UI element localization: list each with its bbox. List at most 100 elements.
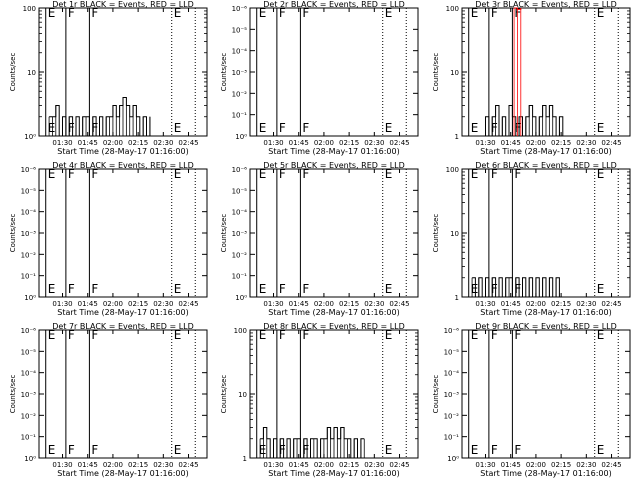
y-tick-label: 10⁻⁶ [444,327,460,335]
chart-title: Det 6r BLACK = Events, RED = LLD [475,161,617,170]
x-tick-label: 02:00 [314,461,334,469]
x-tick-label: 01:45 [289,139,309,147]
marker-label-top: E [259,167,267,181]
chart-title: Det 5r BLACK = Events, RED = LLD [263,161,405,170]
y-tick-label: 10⁻⁵ [21,348,37,356]
marker-label-top: E [48,328,56,342]
x-tick-label: 02:00 [103,461,123,469]
chart-title: Det 1r BLACK = Events, RED = LLD [52,0,194,9]
y-axis-label: Counts/sec [432,53,440,92]
x-tick-label: 02:30 [153,461,173,469]
y-tick-label: 10 [238,391,247,399]
marker-label-bottom: F [68,121,75,135]
y-tick-label: 100 [446,5,459,13]
x-tick-label: 02:30 [576,300,596,308]
marker-label-bottom: F [68,282,75,296]
series-line [472,277,567,298]
chart-title: Det 9r BLACK = Events, RED = LLD [475,322,617,331]
marker-label-bottom: F [91,282,98,296]
y-tick-label: 10⁻² [21,251,37,259]
chart-title: Det 4r BLACK = Events, RED = LLD [52,161,194,170]
x-tick-label: 02:45 [178,461,198,469]
marker-label-top: F [91,167,98,181]
marker-label-top: E [597,328,605,342]
y-tick-label: 10⁻⁴ [21,370,37,378]
x-axis-label: Start Time (28-May-17 01:16:00) [57,469,188,478]
marker-label-top: F [514,328,521,342]
marker-label-top: E [597,6,605,20]
y-tick-label: 10⁻⁴ [232,48,248,56]
y-tick-label: 10⁻¹ [232,112,248,120]
y-tick-label: 10⁻⁵ [232,26,248,34]
marker-label-bottom: E [385,443,393,457]
marker-label-bottom: F [514,121,521,135]
x-tick-label: 02:15 [128,461,148,469]
x-tick-label: 02:00 [526,461,546,469]
marker-label-bottom: F [302,443,309,457]
x-tick-label: 01:30 [52,139,72,147]
marker-label-bottom: E [259,282,267,296]
marker-label-bottom: F [514,282,521,296]
x-axis-label: Start Time (28-May-17 01:16:00) [268,147,399,156]
x-tick-label: 01:30 [263,461,283,469]
y-tick-label: 10⁻⁴ [232,209,248,217]
plot-frame [249,168,419,298]
marker-label-top: F [491,6,498,20]
x-tick-label: 02:15 [551,139,571,147]
marker-label-top: E [385,167,393,181]
y-tick-label: 10⁻³ [21,391,37,399]
y-tick-label: 10⁰ [235,133,247,141]
x-tick-label: 01:30 [475,461,495,469]
marker-label-bottom: E [597,282,605,296]
series-line [482,105,567,137]
x-tick-label: 02:45 [389,139,409,147]
marker-label-top: E [174,6,182,20]
y-tick-label: 10⁻² [21,412,37,420]
panel-det-7r: Det 7r BLACK = Events, RED = LLD 10⁰ 10⁻¹ 1… [9,322,208,478]
marker-label-top: E [174,167,182,181]
marker-label-top: F [491,328,498,342]
x-axis-label: Start Time (28-May-17 01:16:00) [480,469,611,478]
x-tick-label: 02:30 [364,461,384,469]
y-tick-label: 10⁻⁵ [444,348,460,356]
x-tick-label: 02:30 [364,300,384,308]
y-tick-label: 10⁰ [447,455,459,463]
y-axis-label: Counts/sec [220,214,228,253]
x-tick-label: 02:15 [128,300,148,308]
marker-label-top: E [385,328,393,342]
x-tick-label: 02:00 [103,300,123,308]
marker-label-top: F [491,167,498,181]
marker-label-top: E [48,6,56,20]
x-tick-label: 01:30 [475,300,495,308]
marker-label-top: E [385,6,393,20]
y-tick-label: 10⁻² [232,90,248,98]
y-tick-label: 10 [450,69,459,77]
x-tick-label: 02:15 [551,300,571,308]
marker-label-bottom: E [385,121,393,135]
panel-det-1r: Det 1r BLACK = Events, RED = LLD 10⁰ 10 100… [9,0,208,156]
y-axis-label: Counts/sec [220,53,228,92]
x-tick-label: 02:15 [551,461,571,469]
x-tick-label: 02:45 [389,461,409,469]
marker-label-top: E [174,328,182,342]
panel-det-3r: Det 3r BLACK = Events, RED = LLD 1 10 100 01… [432,0,631,156]
y-axis-label: Counts/sec [9,53,17,92]
y-tick-label: 10⁻² [444,412,460,420]
y-tick-label: 10 [27,69,36,77]
x-tick-label: 01:45 [78,461,98,469]
x-tick-label: 01:30 [52,461,72,469]
y-tick-label: 1 [243,455,247,463]
y-axis-label: Counts/sec [9,375,17,414]
marker-label-bottom: F [279,443,286,457]
x-tick-label: 02:30 [576,139,596,147]
marker-label-top: F [279,167,286,181]
x-tick-label: 02:45 [178,300,198,308]
x-tick-label: 01:30 [52,300,72,308]
x-tick-label: 01:45 [501,300,521,308]
marker-label-top: F [68,6,75,20]
marker-label-bottom: E [471,443,479,457]
marker-label-bottom: F [514,443,521,457]
marker-label-bottom: F [279,282,286,296]
y-tick-label: 10⁻⁶ [21,327,37,335]
